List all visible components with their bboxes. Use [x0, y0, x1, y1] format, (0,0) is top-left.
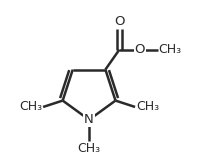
Text: O: O: [114, 15, 125, 28]
Text: CH₃: CH₃: [77, 142, 101, 155]
Text: CH₃: CH₃: [136, 100, 159, 113]
Text: CH₃: CH₃: [19, 100, 42, 113]
Text: N: N: [84, 113, 94, 126]
Text: CH₃: CH₃: [159, 43, 182, 56]
Text: O: O: [135, 43, 145, 56]
